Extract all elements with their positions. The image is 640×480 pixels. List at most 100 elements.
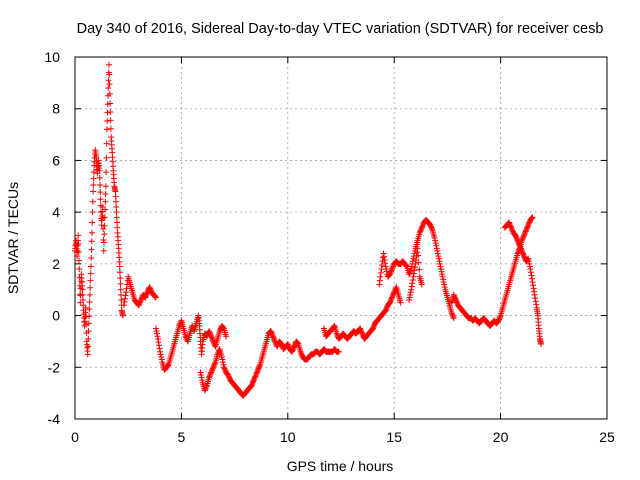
data-point: [382, 307, 389, 314]
data-point: [390, 290, 397, 297]
data-point: [450, 291, 457, 298]
data-point: [107, 108, 114, 115]
data-point: [223, 333, 230, 340]
data-point: [506, 220, 513, 227]
data-point: [388, 268, 395, 275]
data-point: [147, 286, 154, 293]
data-point: [415, 252, 422, 259]
data-point: [357, 326, 364, 333]
data-point: [274, 343, 281, 350]
data-point: [117, 286, 124, 293]
data-point: [107, 117, 114, 124]
data-point: [106, 71, 113, 78]
data-point: [427, 222, 434, 229]
data-point: [157, 348, 164, 355]
data-point: [438, 266, 445, 273]
x-tick-label: 10: [280, 429, 296, 445]
data-point: [112, 198, 119, 205]
data-point: [156, 345, 163, 352]
data-point: [524, 223, 531, 230]
data-point: [441, 284, 448, 291]
data-point: [358, 328, 365, 335]
data-point: [85, 335, 92, 342]
data-point: [113, 203, 120, 210]
data-point: [219, 324, 226, 331]
data-point: [220, 361, 227, 368]
data-point: [434, 250, 441, 257]
data-point: [254, 368, 261, 375]
data-point: [203, 383, 210, 390]
data-point: [106, 81, 113, 88]
data-point: [496, 315, 503, 322]
data-point: [104, 109, 111, 116]
data-point: [77, 291, 84, 298]
data-point: [157, 351, 164, 358]
data-point: [219, 356, 226, 363]
data-point: [220, 364, 227, 371]
data-point: [211, 360, 218, 367]
data-point: [380, 250, 387, 257]
data-point: [102, 206, 109, 213]
data-point: [220, 324, 227, 331]
data-point: [114, 224, 121, 231]
data-point: [438, 268, 445, 275]
data-point: [517, 244, 524, 251]
data-point: [255, 366, 262, 373]
data-point: [218, 353, 225, 360]
data-point: [87, 270, 94, 277]
data-point: [408, 283, 415, 290]
data-point: [440, 278, 447, 285]
data-point: [97, 196, 104, 203]
data-point: [253, 370, 260, 377]
data-point: [96, 174, 103, 181]
data-point: [249, 379, 256, 386]
data-point: [207, 372, 214, 379]
data-point: [253, 369, 260, 376]
data-point: [90, 169, 97, 176]
data-point: [432, 240, 439, 247]
data-point: [146, 284, 153, 291]
data-point: [397, 299, 404, 306]
data-point: [528, 214, 535, 221]
data-point: [89, 219, 96, 226]
data-point: [164, 362, 171, 369]
data-point: [431, 235, 438, 241]
data-point: [97, 189, 104, 196]
data-point: [414, 245, 421, 252]
data-point: [151, 293, 158, 300]
x-tick-label: 15: [386, 429, 402, 445]
data-point: [138, 295, 145, 302]
data-point: [530, 282, 537, 289]
data-point: [208, 368, 215, 375]
data-point: [104, 117, 111, 124]
data-point: [521, 231, 528, 238]
data-point: [225, 372, 232, 379]
data-point: [514, 250, 521, 257]
data-point: [435, 255, 442, 262]
data-point: [86, 306, 93, 313]
data-point: [201, 387, 208, 394]
data-point: [208, 334, 215, 341]
data-point: [221, 365, 228, 372]
data-point: [531, 291, 538, 298]
data-point: [416, 229, 423, 236]
data-point: [514, 236, 521, 243]
data-point: [207, 370, 214, 377]
data-point: [102, 183, 109, 190]
data-point: [525, 258, 532, 265]
data-point: [496, 316, 503, 323]
data-point: [428, 225, 435, 232]
data-point: [357, 325, 364, 332]
data-point: [219, 359, 226, 366]
data-point: [116, 269, 123, 276]
data-point: [389, 264, 396, 271]
data-point: [417, 227, 424, 234]
y-tick-label: 2: [52, 256, 60, 272]
data-point: [96, 167, 103, 174]
data-point: [100, 225, 107, 232]
data-point: [387, 269, 394, 276]
data-point: [208, 333, 215, 340]
data-point: [416, 266, 423, 273]
data-point: [515, 240, 522, 247]
data-point: [83, 321, 90, 328]
